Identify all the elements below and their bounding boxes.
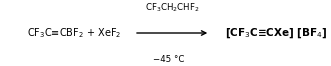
- Text: CF$_3$C≡CBF$_2$ + XeF$_2$: CF$_3$C≡CBF$_2$ + XeF$_2$: [27, 26, 121, 40]
- Text: [CF$_3$C≡CXe] [BF$_4$]: [CF$_3$C≡CXe] [BF$_4$]: [225, 26, 328, 40]
- Text: −45 °C: −45 °C: [153, 55, 184, 64]
- Text: CF$_3$CH$_2$CHF$_2$: CF$_3$CH$_2$CHF$_2$: [145, 2, 200, 14]
